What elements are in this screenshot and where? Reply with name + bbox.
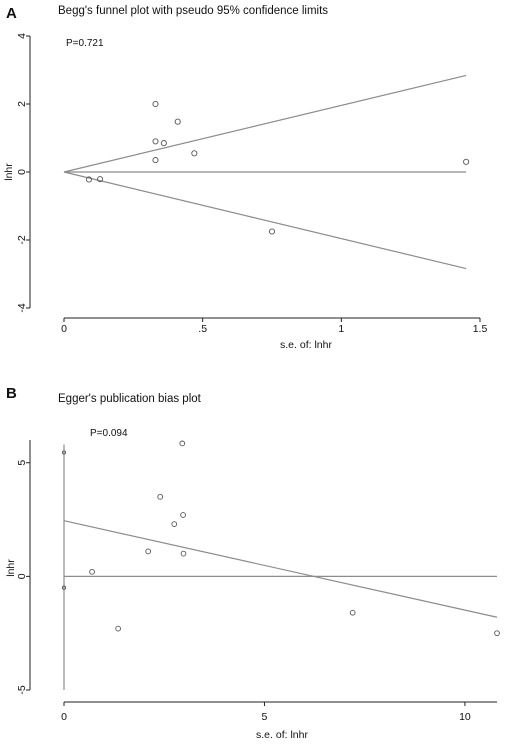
panel-a-y-tick-label: 2 bbox=[16, 101, 28, 107]
panel-b-data-point bbox=[494, 630, 500, 637]
panel-a-x-tick-label: 0 bbox=[61, 323, 67, 335]
panel-b-data-point bbox=[180, 512, 186, 518]
panel-b-p-value: P=0.094 bbox=[90, 428, 128, 439]
panel-a-x-tick-label: .5 bbox=[198, 323, 207, 335]
panel-b-data-point bbox=[349, 609, 356, 616]
panel-a-chart: A Begg's funnel plot with pseudo 95% con… bbox=[3, 5, 487, 351]
panel-a-data-point bbox=[152, 138, 159, 145]
panel-b-points bbox=[61, 440, 500, 637]
panel-b-data-point bbox=[179, 440, 186, 447]
panel-b-y-tick-label: 0 bbox=[16, 573, 28, 579]
panel-a-data-point bbox=[152, 100, 159, 108]
panel-a-data-point bbox=[160, 140, 167, 147]
panel-b-data-point bbox=[115, 625, 121, 632]
panel-a-y-tick-label: 0 bbox=[16, 169, 28, 175]
panel-a-title: Begg's funnel plot with pseudo 95% confi… bbox=[58, 5, 328, 17]
panel-b-chart: B Egger's publication bias plot P=0.094 … bbox=[5, 385, 500, 741]
panel-a-ticks: -4 -2 0 2 4 0 .5 1 1.5 bbox=[16, 33, 488, 335]
panel-b-x-tick-label: 0 bbox=[61, 711, 67, 723]
panel-a-p-value: P=0.721 bbox=[66, 38, 104, 49]
panel-a-lines bbox=[63, 74, 467, 270]
panel-b-x-tick-label: 5 bbox=[262, 711, 268, 723]
panel-b-intercept-marker bbox=[61, 585, 67, 590]
panel-b-line-regression bbox=[63, 520, 498, 618]
panel-a-ylabel: lnhr bbox=[3, 163, 15, 181]
panel-b-intercept-marker bbox=[61, 450, 67, 455]
panel-a-data-point bbox=[191, 150, 198, 157]
panel-a-data-point bbox=[463, 158, 470, 165]
panel-b-x-tick-label: 10 bbox=[459, 711, 471, 723]
panel-b-letter: B bbox=[6, 385, 17, 402]
panel-a-y-tick-label: -2 bbox=[16, 235, 28, 244]
panel-b-y-tick-label: -5 bbox=[16, 685, 28, 694]
panel-b-data-point bbox=[157, 493, 164, 500]
panel-b-lines bbox=[63, 444, 498, 690]
panel-a-points bbox=[85, 100, 470, 235]
panel-b-data-point bbox=[171, 521, 178, 527]
panel-b-data-point bbox=[89, 568, 95, 575]
panel-b-data-point bbox=[180, 550, 187, 557]
panel-b-title: Egger's publication bias plot bbox=[58, 393, 202, 405]
panel-a-data-point bbox=[268, 228, 276, 235]
panel-a-data-point bbox=[174, 118, 181, 125]
panel-a-letter: A bbox=[6, 5, 17, 22]
panel-a-y-tick-label: -4 bbox=[16, 303, 28, 312]
panel-b-ylabel: lnhr bbox=[5, 559, 17, 577]
panel-a-line-lower-limit bbox=[63, 171, 467, 270]
panel-a-x-tick-label: 1.5 bbox=[473, 323, 488, 335]
panel-a-data-point bbox=[152, 157, 159, 164]
panel-a-data-point bbox=[85, 176, 93, 183]
panel-b-y-tick-label: 5 bbox=[16, 460, 28, 466]
panel-b-xlabel: s.e. of: lnhr bbox=[256, 729, 308, 741]
panel-a-xlabel: s.e. of: lnhr bbox=[280, 339, 332, 351]
panel-a-line-upper-limit bbox=[63, 74, 467, 173]
panel-a-x-tick-label: 1 bbox=[338, 323, 344, 335]
panel-a-y-tick-label: 4 bbox=[16, 33, 28, 39]
panel-b-data-point bbox=[145, 548, 152, 555]
panel-b-ticks: -5 0 5 0 5 10 bbox=[16, 440, 497, 723]
panel-a-data-point bbox=[97, 176, 104, 183]
